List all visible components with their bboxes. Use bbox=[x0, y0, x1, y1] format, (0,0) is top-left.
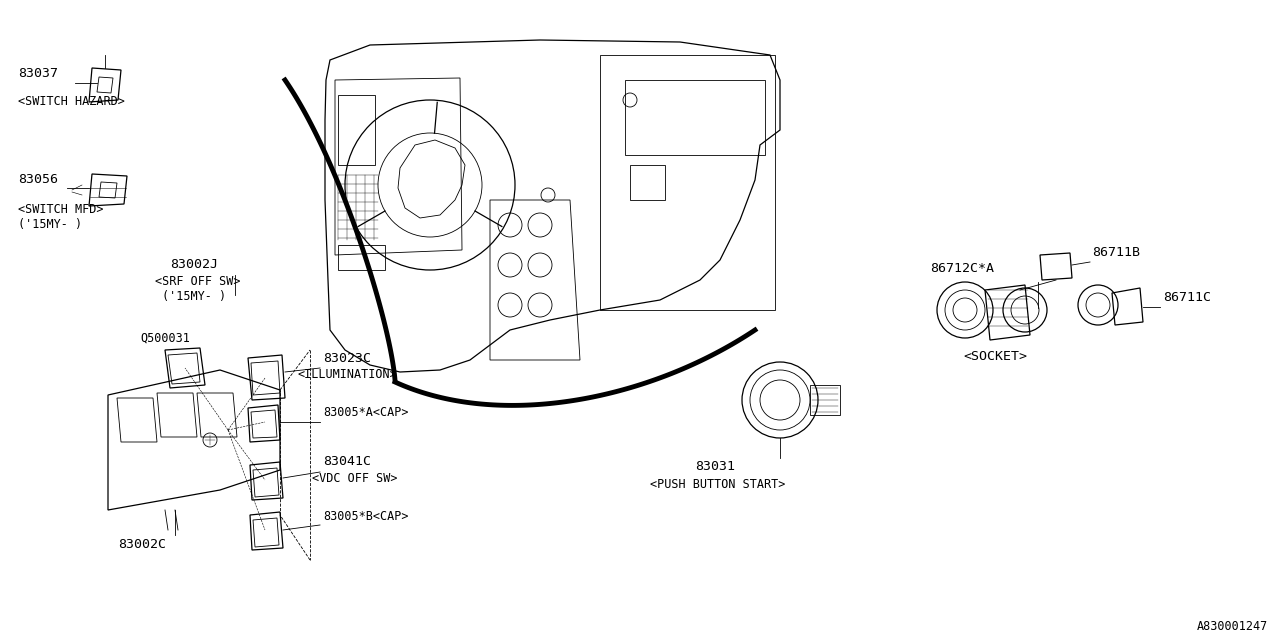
Text: 83005*A<CAP>: 83005*A<CAP> bbox=[323, 406, 408, 419]
Text: <ILLUMINATION>: <ILLUMINATION> bbox=[298, 368, 398, 381]
Text: 86711C: 86711C bbox=[1164, 291, 1211, 304]
Text: A830001247: A830001247 bbox=[1197, 620, 1268, 633]
Text: <SOCKET>: <SOCKET> bbox=[963, 350, 1027, 363]
Text: <PUSH BUTTON START>: <PUSH BUTTON START> bbox=[650, 478, 786, 491]
Text: 83031: 83031 bbox=[695, 460, 735, 473]
Text: <SRF OFF SW>: <SRF OFF SW> bbox=[155, 275, 241, 288]
Text: 83041C: 83041C bbox=[323, 455, 371, 468]
Text: 86712C*A: 86712C*A bbox=[931, 262, 995, 275]
Text: 83002J: 83002J bbox=[170, 258, 218, 271]
Text: <SWITCH HAZARD>: <SWITCH HAZARD> bbox=[18, 95, 125, 108]
Text: <VDC OFF SW>: <VDC OFF SW> bbox=[312, 472, 398, 485]
Text: 83056: 83056 bbox=[18, 173, 58, 186]
Text: 83023C: 83023C bbox=[323, 352, 371, 365]
Text: 83037: 83037 bbox=[18, 67, 58, 80]
Text: 83002C: 83002C bbox=[118, 538, 166, 551]
Text: <SWITCH MFD>: <SWITCH MFD> bbox=[18, 203, 104, 216]
Text: ('15MY- ): ('15MY- ) bbox=[163, 290, 227, 303]
Text: Q500031: Q500031 bbox=[140, 332, 189, 345]
Text: 86711B: 86711B bbox=[1092, 246, 1140, 259]
Text: ('15MY- ): ('15MY- ) bbox=[18, 218, 82, 231]
Text: 83005*B<CAP>: 83005*B<CAP> bbox=[323, 510, 408, 523]
